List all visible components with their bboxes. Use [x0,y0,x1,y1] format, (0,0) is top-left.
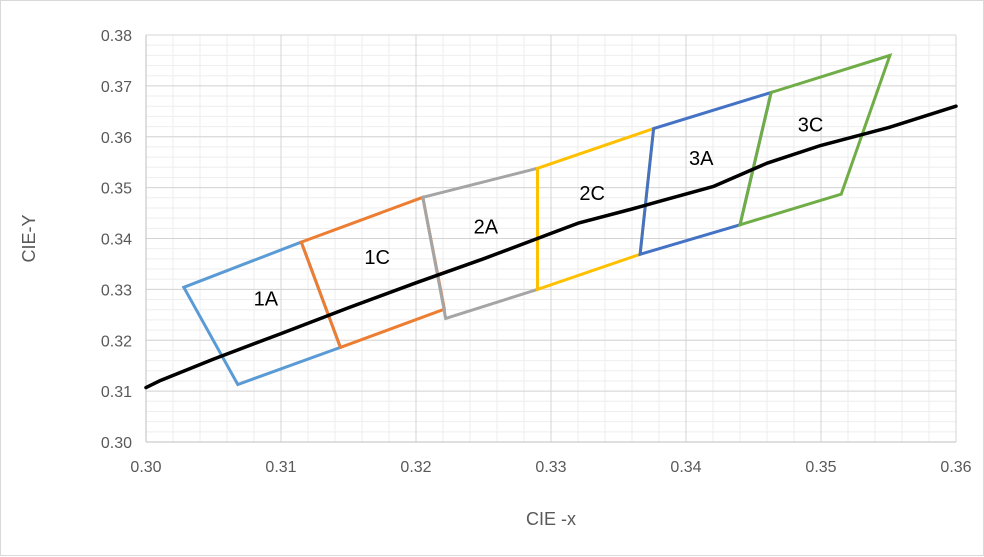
y-tick-label: 0.35 [101,181,132,198]
y-tick-label: 0.37 [101,79,132,96]
y-tick-label: 0.38 [101,28,132,45]
x-tick-label: 0.30 [130,459,161,476]
x-axis-title: CIE -x [526,509,576,529]
region-1a-label: 1A [254,288,279,310]
region-2a-label: 2A [474,216,499,238]
region-1c-label: 1C [364,247,390,269]
major-gridlines [145,34,957,443]
x-tick-label: 0.33 [535,459,566,476]
y-tick-label: 0.31 [101,384,132,401]
region-3c-outline [737,53,893,227]
region-2c-label: 2C [579,183,605,205]
y-tick-label: 0.34 [101,232,132,249]
x-tick-label: 0.35 [805,459,836,476]
region-1c-outline [299,195,447,350]
y-axis-title: CIE-Y [19,214,39,262]
y-tick-label: 0.32 [101,333,132,350]
curve-layer [144,104,958,390]
y-tick-label: 0.30 [101,435,132,452]
regions: 1A 1C 2A 2C 3A 3C [181,53,893,387]
y-tick-label: 0.36 [101,130,132,147]
x-tick-label: 0.31 [265,459,296,476]
y-tick-labels: 0.30 0.31 0.32 0.33 0.34 0.35 0.36 0.37 0.38 [101,28,132,452]
x-tick-labels: 0.30 0.31 0.32 0.33 0.34 0.35 0.36 [130,459,971,476]
x-tick-label: 0.34 [670,459,701,476]
x-tick-label: 0.36 [940,459,971,476]
curve-line [144,104,958,390]
region-3c-label: 3C [798,115,824,137]
y-tick-label: 0.33 [101,282,132,299]
region-3a-label: 3A [689,148,714,170]
x-tick-label: 0.32 [400,459,431,476]
